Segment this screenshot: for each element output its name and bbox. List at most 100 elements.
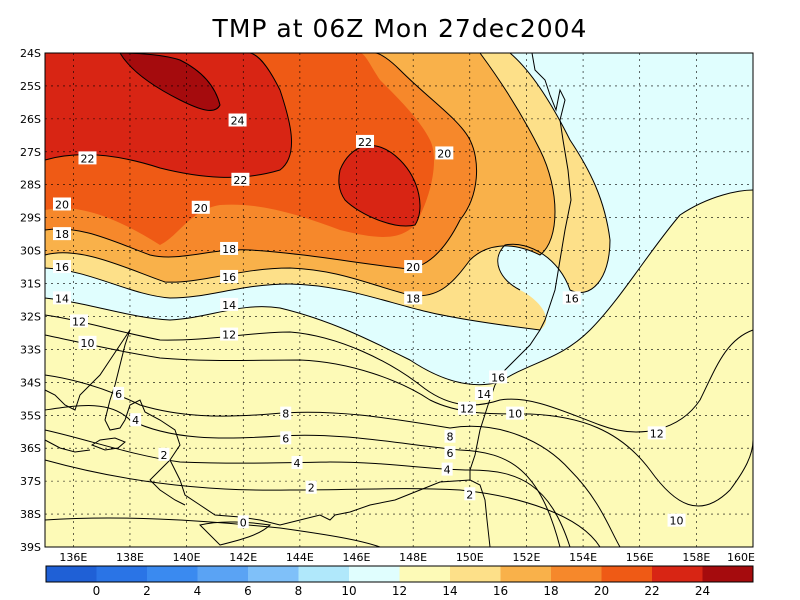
contour-label-bg — [435, 146, 454, 160]
colorbar-label: 22 — [644, 584, 659, 598]
contour-label: 16 — [491, 371, 505, 384]
lon-tick-label: 160E — [727, 551, 755, 564]
lat-tick-labels: 24S 25S 26S 27S 28S 29S 30S 31S 32S 33S 34S 35S 36S 3… — [20, 47, 41, 554]
colorbar-label: 6 — [244, 584, 252, 598]
contour-label: 10 — [80, 337, 94, 350]
isoline-14 — [44, 189, 754, 386]
colorbar-swatch — [450, 566, 501, 582]
island-kangaroo — [90, 437, 126, 451]
lat-tick-label: 39S — [20, 541, 41, 554]
contour-label-bg — [291, 456, 303, 470]
coastline-south — [44, 329, 471, 526]
contour-label: 8 — [446, 431, 453, 444]
contour-label-bg — [441, 462, 453, 476]
contour-label: 16 — [222, 271, 236, 284]
contour-label-bg — [228, 113, 247, 127]
contour-label-bg — [404, 260, 423, 274]
contour-label-bg — [113, 386, 125, 400]
contour-label: 6 — [446, 447, 453, 460]
contour-label: 4 — [294, 457, 301, 470]
contour-label-bg — [647, 426, 666, 440]
contour-label-bg — [220, 269, 239, 283]
lat-tick-label: 33S — [20, 343, 41, 356]
lon-tick-labels: 136E 138E 140E 142E 144E 146E 148E 150E 152E 154E… — [59, 551, 755, 564]
colorbar-swatch — [399, 566, 450, 582]
colorbar-swatch — [197, 566, 248, 582]
colorbar-label: 0 — [93, 584, 101, 598]
filled-contours — [45, 53, 753, 547]
lat-tick-label: 29S — [20, 212, 41, 225]
lat-tick-label: 27S — [20, 146, 41, 159]
contour-label-bg — [356, 134, 375, 148]
isoline-6 — [44, 405, 561, 548]
contour-label-bg — [562, 291, 581, 305]
contour-label: 4 — [132, 414, 139, 427]
contour-label-bg — [489, 370, 508, 384]
colorbar-swatch — [298, 566, 349, 582]
lat-tick-label: 31S — [20, 278, 41, 291]
isoline-12 — [44, 314, 754, 433]
lon-tick-label: 154E — [569, 551, 597, 564]
colorbar-swatch — [96, 566, 147, 582]
lat-tick-label: 26S — [20, 113, 41, 126]
contour-label-bg — [220, 327, 239, 341]
grid — [45, 53, 753, 547]
coastline-gulf — [44, 439, 91, 453]
lon-tick-label: 156E — [626, 551, 654, 564]
colorbar: 0 2 4 6 8 10 12 14 16 18 20 22 24 — [45, 565, 754, 598]
isoline-24 — [119, 52, 221, 111]
contour-label-bg — [667, 513, 686, 527]
contour-label-bg — [506, 406, 525, 420]
lon-tick-label: 150E — [456, 551, 484, 564]
contour-label-bg — [78, 335, 97, 349]
contour-label-bg — [52, 197, 71, 211]
lon-tick-label: 148E — [399, 551, 427, 564]
contour-label-bg — [158, 447, 170, 461]
colorbar-swatch — [601, 566, 652, 582]
contour-label: 2 — [466, 488, 473, 501]
contour-label: 24 — [231, 115, 245, 128]
contour-label-bg — [474, 386, 493, 400]
lat-tick-label: 32S — [20, 310, 41, 323]
lat-tick-label: 36S — [20, 442, 41, 455]
contour-label: 18 — [222, 243, 236, 256]
contour-label-bg — [404, 291, 423, 305]
colorbar-label: 14 — [442, 584, 457, 598]
contour-label-bg — [444, 446, 456, 460]
map-title: TMP at 06Z Mon 27dec2004 — [212, 14, 588, 43]
lon-tick-label: 142E — [229, 551, 257, 564]
contour-label-bg — [52, 291, 71, 305]
contour-label-bg — [280, 406, 292, 420]
colorbar-label: 4 — [194, 584, 202, 598]
colorbar-swatch — [500, 566, 551, 582]
contour-label-bg — [130, 413, 142, 427]
colorbar-label: 2 — [143, 584, 151, 598]
contour-label: 12 — [72, 315, 86, 328]
lon-tick-label: 144E — [286, 551, 314, 564]
contour-label-bg — [191, 200, 210, 214]
lon-tick-label: 138E — [116, 551, 144, 564]
contour-label: 8 — [282, 408, 289, 421]
contour-label: 14 — [477, 388, 491, 401]
colorbar-label: 18 — [543, 584, 558, 598]
colorbar-swatch — [551, 566, 602, 582]
lon-tick-label: 140E — [173, 551, 201, 564]
contour-label: 2 — [160, 449, 167, 462]
contour-label: 12 — [460, 403, 474, 416]
isoline-4 — [44, 429, 571, 548]
contour-label: 14 — [55, 292, 69, 305]
colorbar-swatch — [652, 566, 703, 582]
colorbar-label: 16 — [493, 584, 508, 598]
contour-label-bg — [457, 401, 476, 415]
colorbar-label: 20 — [594, 584, 609, 598]
contour-label: 20 — [406, 261, 420, 274]
isoline-0 — [44, 517, 381, 548]
lon-tick-label: 152E — [512, 551, 540, 564]
lon-tick-label: 146E — [343, 551, 371, 564]
contour-label: 14 — [222, 299, 236, 312]
contour-label-bg — [52, 227, 71, 241]
isoline-2 — [44, 459, 601, 548]
contour-label: 18 — [406, 292, 420, 305]
